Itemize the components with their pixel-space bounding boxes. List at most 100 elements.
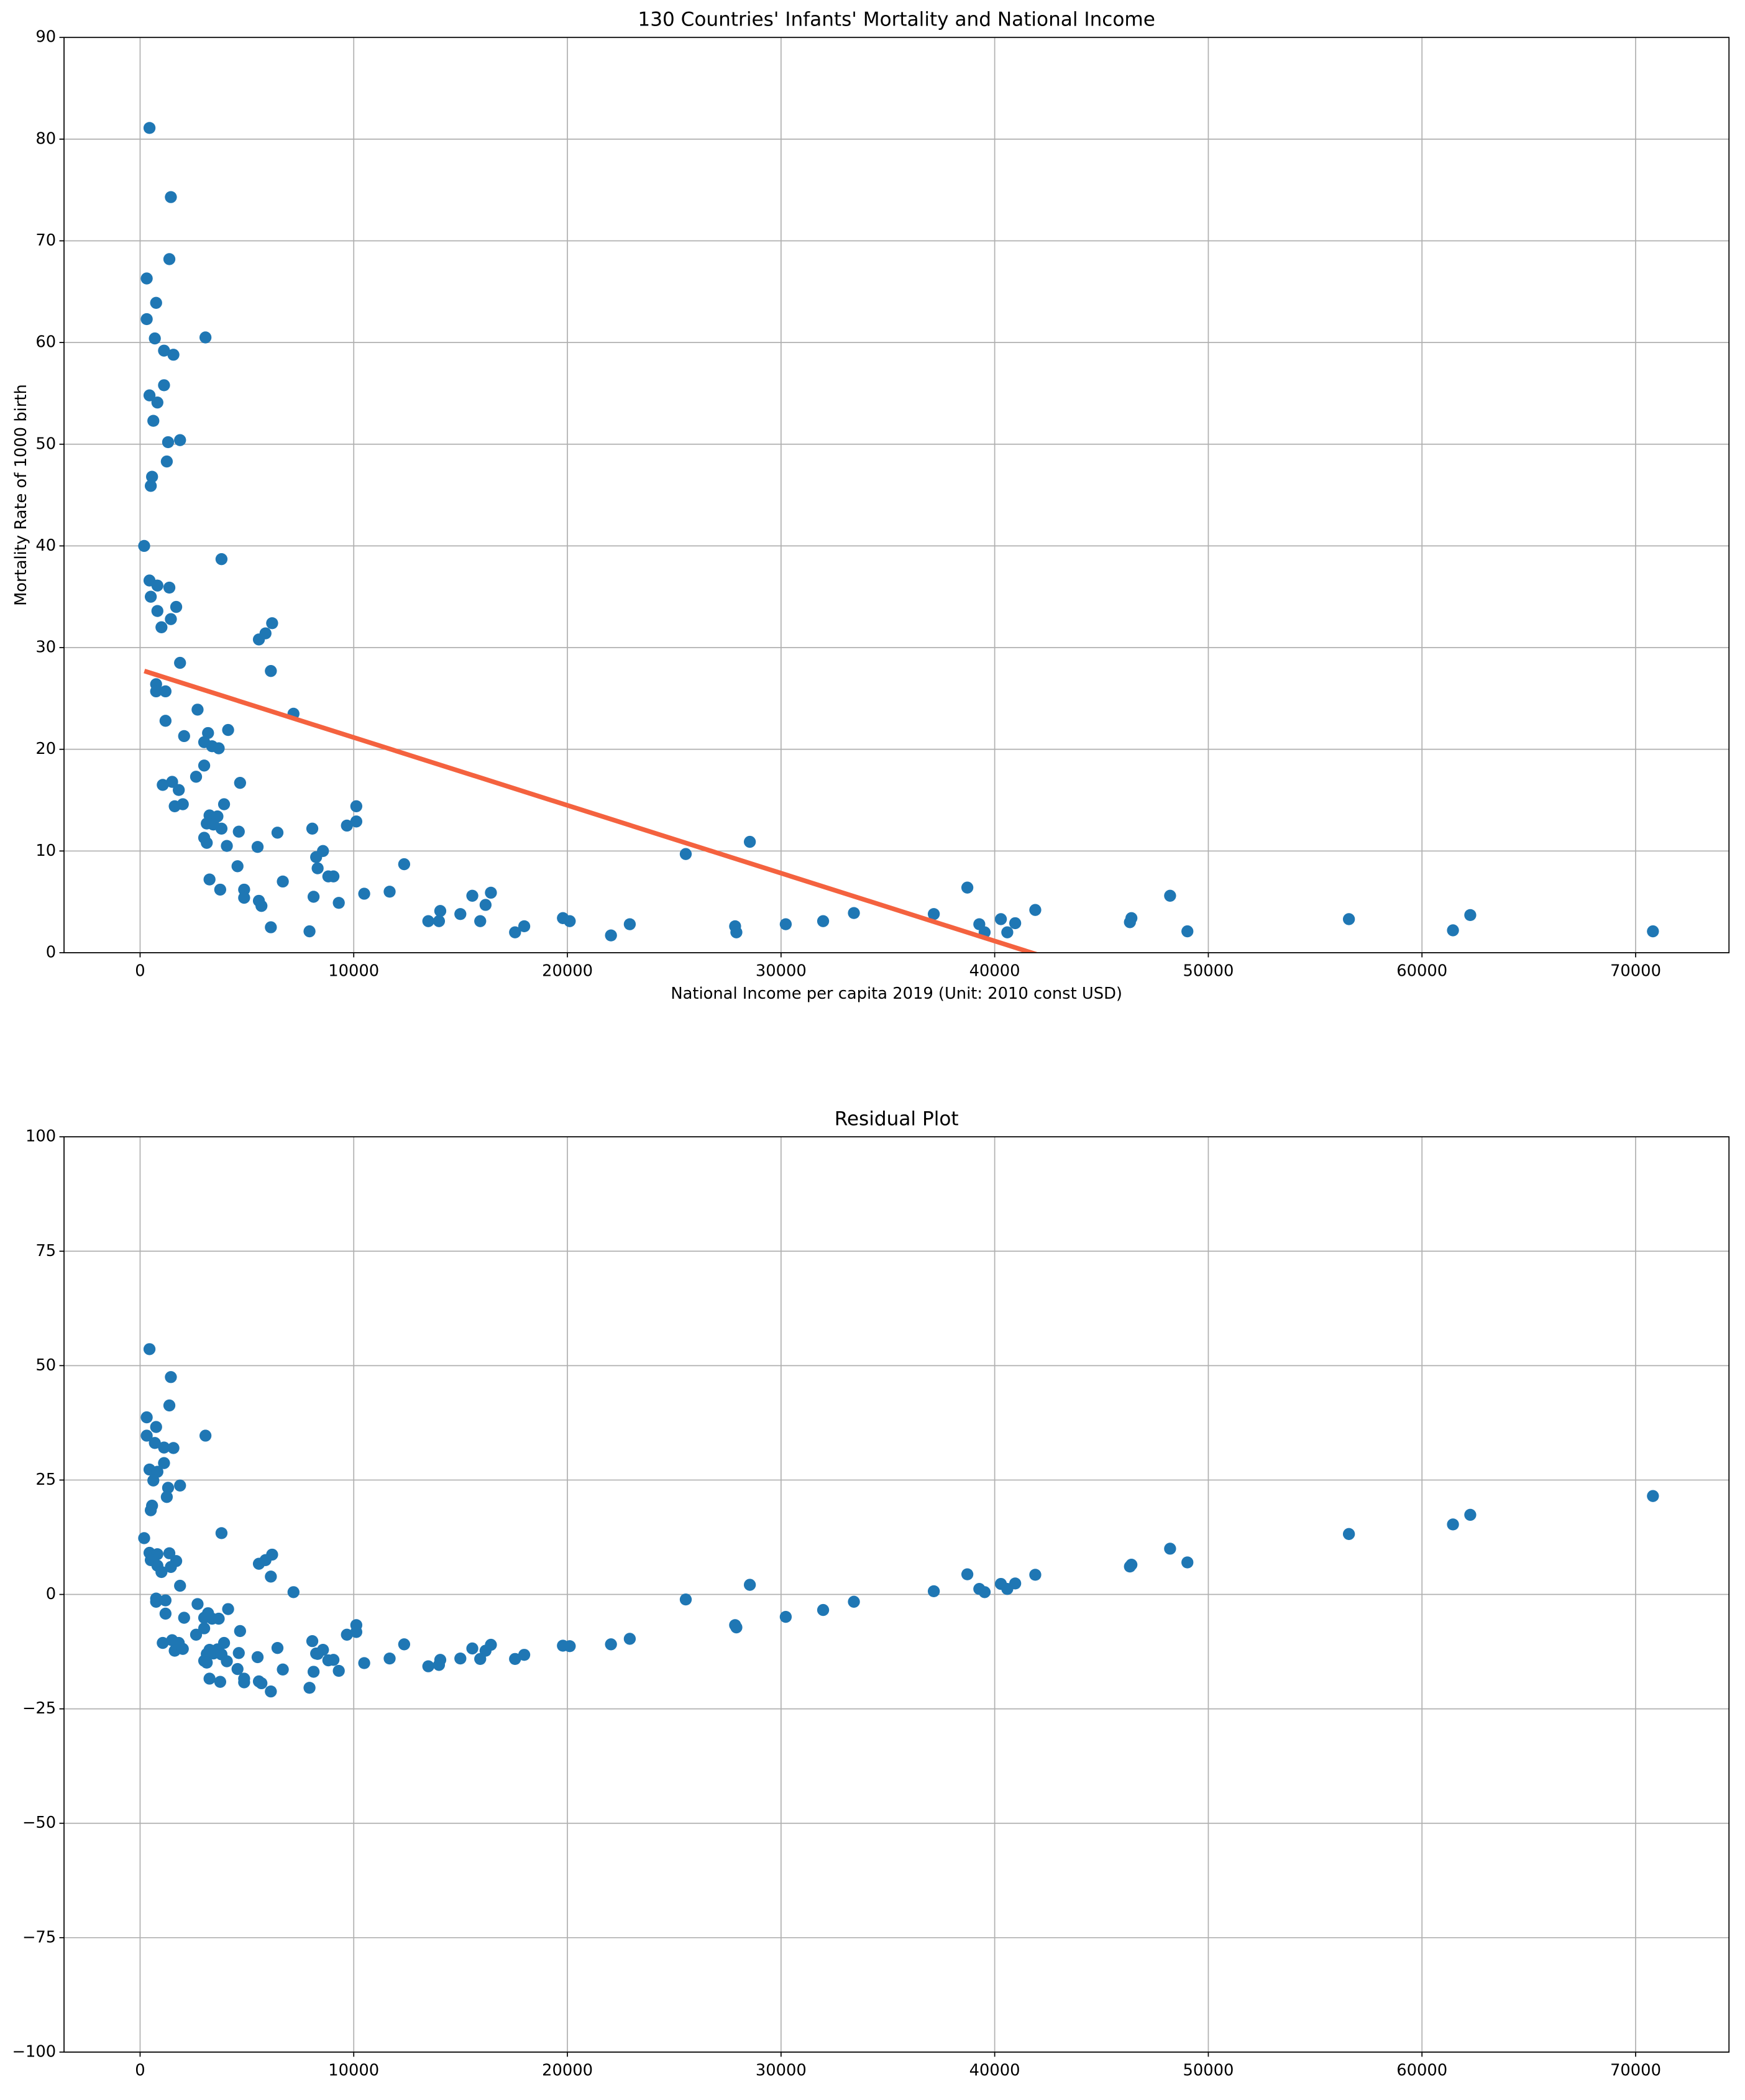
point — [730, 926, 743, 938]
point — [176, 798, 189, 810]
y-tick-label: 70 — [35, 231, 56, 250]
point — [147, 1474, 160, 1487]
x-tick-label: 50000 — [1183, 961, 1234, 980]
point — [144, 1504, 157, 1516]
point — [848, 907, 860, 919]
plot-area — [138, 122, 1659, 953]
point — [434, 905, 447, 917]
x-axis-label: National Income per capita 2019 (Unit: 2… — [671, 984, 1122, 1003]
point — [287, 1586, 300, 1598]
point — [311, 1648, 324, 1660]
point — [341, 819, 353, 832]
point — [231, 1662, 244, 1676]
point — [311, 862, 324, 874]
point — [383, 886, 396, 898]
point — [140, 1429, 153, 1442]
axes: 0 10000 20000 30000 40000 50000 60000 70000 0 10 2… — [12, 8, 1730, 1003]
point — [679, 1593, 692, 1606]
point — [174, 1579, 186, 1592]
point — [165, 1371, 177, 1383]
point — [479, 899, 492, 911]
point — [255, 1677, 268, 1690]
y-tick-label: −25 — [22, 1699, 56, 1718]
point — [155, 1566, 168, 1579]
point — [221, 840, 233, 852]
point — [509, 926, 521, 938]
point — [1001, 926, 1014, 938]
axes-frame — [63, 1136, 1730, 2053]
x-tick-label: 20000 — [542, 961, 593, 980]
point — [170, 600, 183, 613]
point — [214, 883, 227, 896]
point — [203, 1672, 216, 1685]
point — [961, 881, 974, 894]
point — [1164, 889, 1176, 902]
point — [466, 1642, 479, 1655]
point — [160, 455, 173, 468]
chart-title: Residual Plot — [835, 1107, 959, 1130]
point — [143, 1343, 156, 1355]
point — [157, 779, 169, 791]
point — [350, 1626, 363, 1638]
point — [158, 1441, 170, 1454]
point — [144, 590, 157, 603]
point — [159, 1607, 172, 1620]
x-tick-label: 60000 — [1396, 2061, 1447, 2079]
point — [234, 1625, 246, 1638]
axes: 0 10000 20000 30000 40000 50000 60000 70000 −100… — [12, 1107, 1730, 2079]
point — [277, 875, 289, 888]
point — [198, 759, 211, 772]
point — [190, 771, 203, 783]
point — [138, 539, 150, 553]
point — [238, 1676, 250, 1689]
x-tick-label: 60000 — [1396, 961, 1447, 980]
point — [779, 1610, 792, 1623]
x-tick-label: 20000 — [542, 2061, 593, 2079]
y-tick-label: 10 — [35, 841, 56, 860]
point — [454, 1652, 467, 1665]
point — [1029, 1569, 1042, 1581]
point — [158, 379, 170, 392]
point — [307, 891, 320, 903]
point — [564, 1640, 576, 1653]
x-tick-label: 30000 — [756, 2061, 807, 2079]
point — [163, 1399, 176, 1412]
point — [158, 1457, 170, 1469]
point — [190, 1628, 203, 1641]
point — [173, 784, 185, 796]
point — [199, 1429, 212, 1442]
point — [454, 908, 467, 920]
point — [167, 1442, 180, 1454]
point — [271, 1642, 284, 1654]
point — [252, 633, 265, 646]
point — [322, 1654, 334, 1667]
point — [191, 704, 204, 716]
point — [817, 915, 830, 927]
x-tick-label: 30000 — [756, 961, 807, 980]
point — [779, 918, 792, 930]
point — [1464, 1508, 1477, 1521]
point — [927, 908, 940, 920]
point — [1001, 1583, 1014, 1595]
point — [1447, 1518, 1459, 1531]
point — [623, 1633, 636, 1645]
point — [474, 915, 487, 927]
y-tick-label: −50 — [22, 1813, 56, 1832]
point — [466, 889, 479, 902]
point — [140, 1411, 153, 1424]
x-tick-label: 10000 — [328, 961, 379, 980]
point — [143, 122, 156, 134]
point — [213, 1612, 225, 1625]
point — [138, 1532, 150, 1544]
point — [165, 191, 177, 203]
y-tick-label: 20 — [35, 740, 56, 758]
point — [151, 397, 163, 409]
point — [198, 1622, 211, 1635]
point — [679, 848, 692, 860]
point — [1164, 1543, 1176, 1555]
point — [213, 742, 225, 754]
point — [743, 835, 756, 848]
point — [150, 1421, 162, 1433]
point — [255, 899, 268, 912]
